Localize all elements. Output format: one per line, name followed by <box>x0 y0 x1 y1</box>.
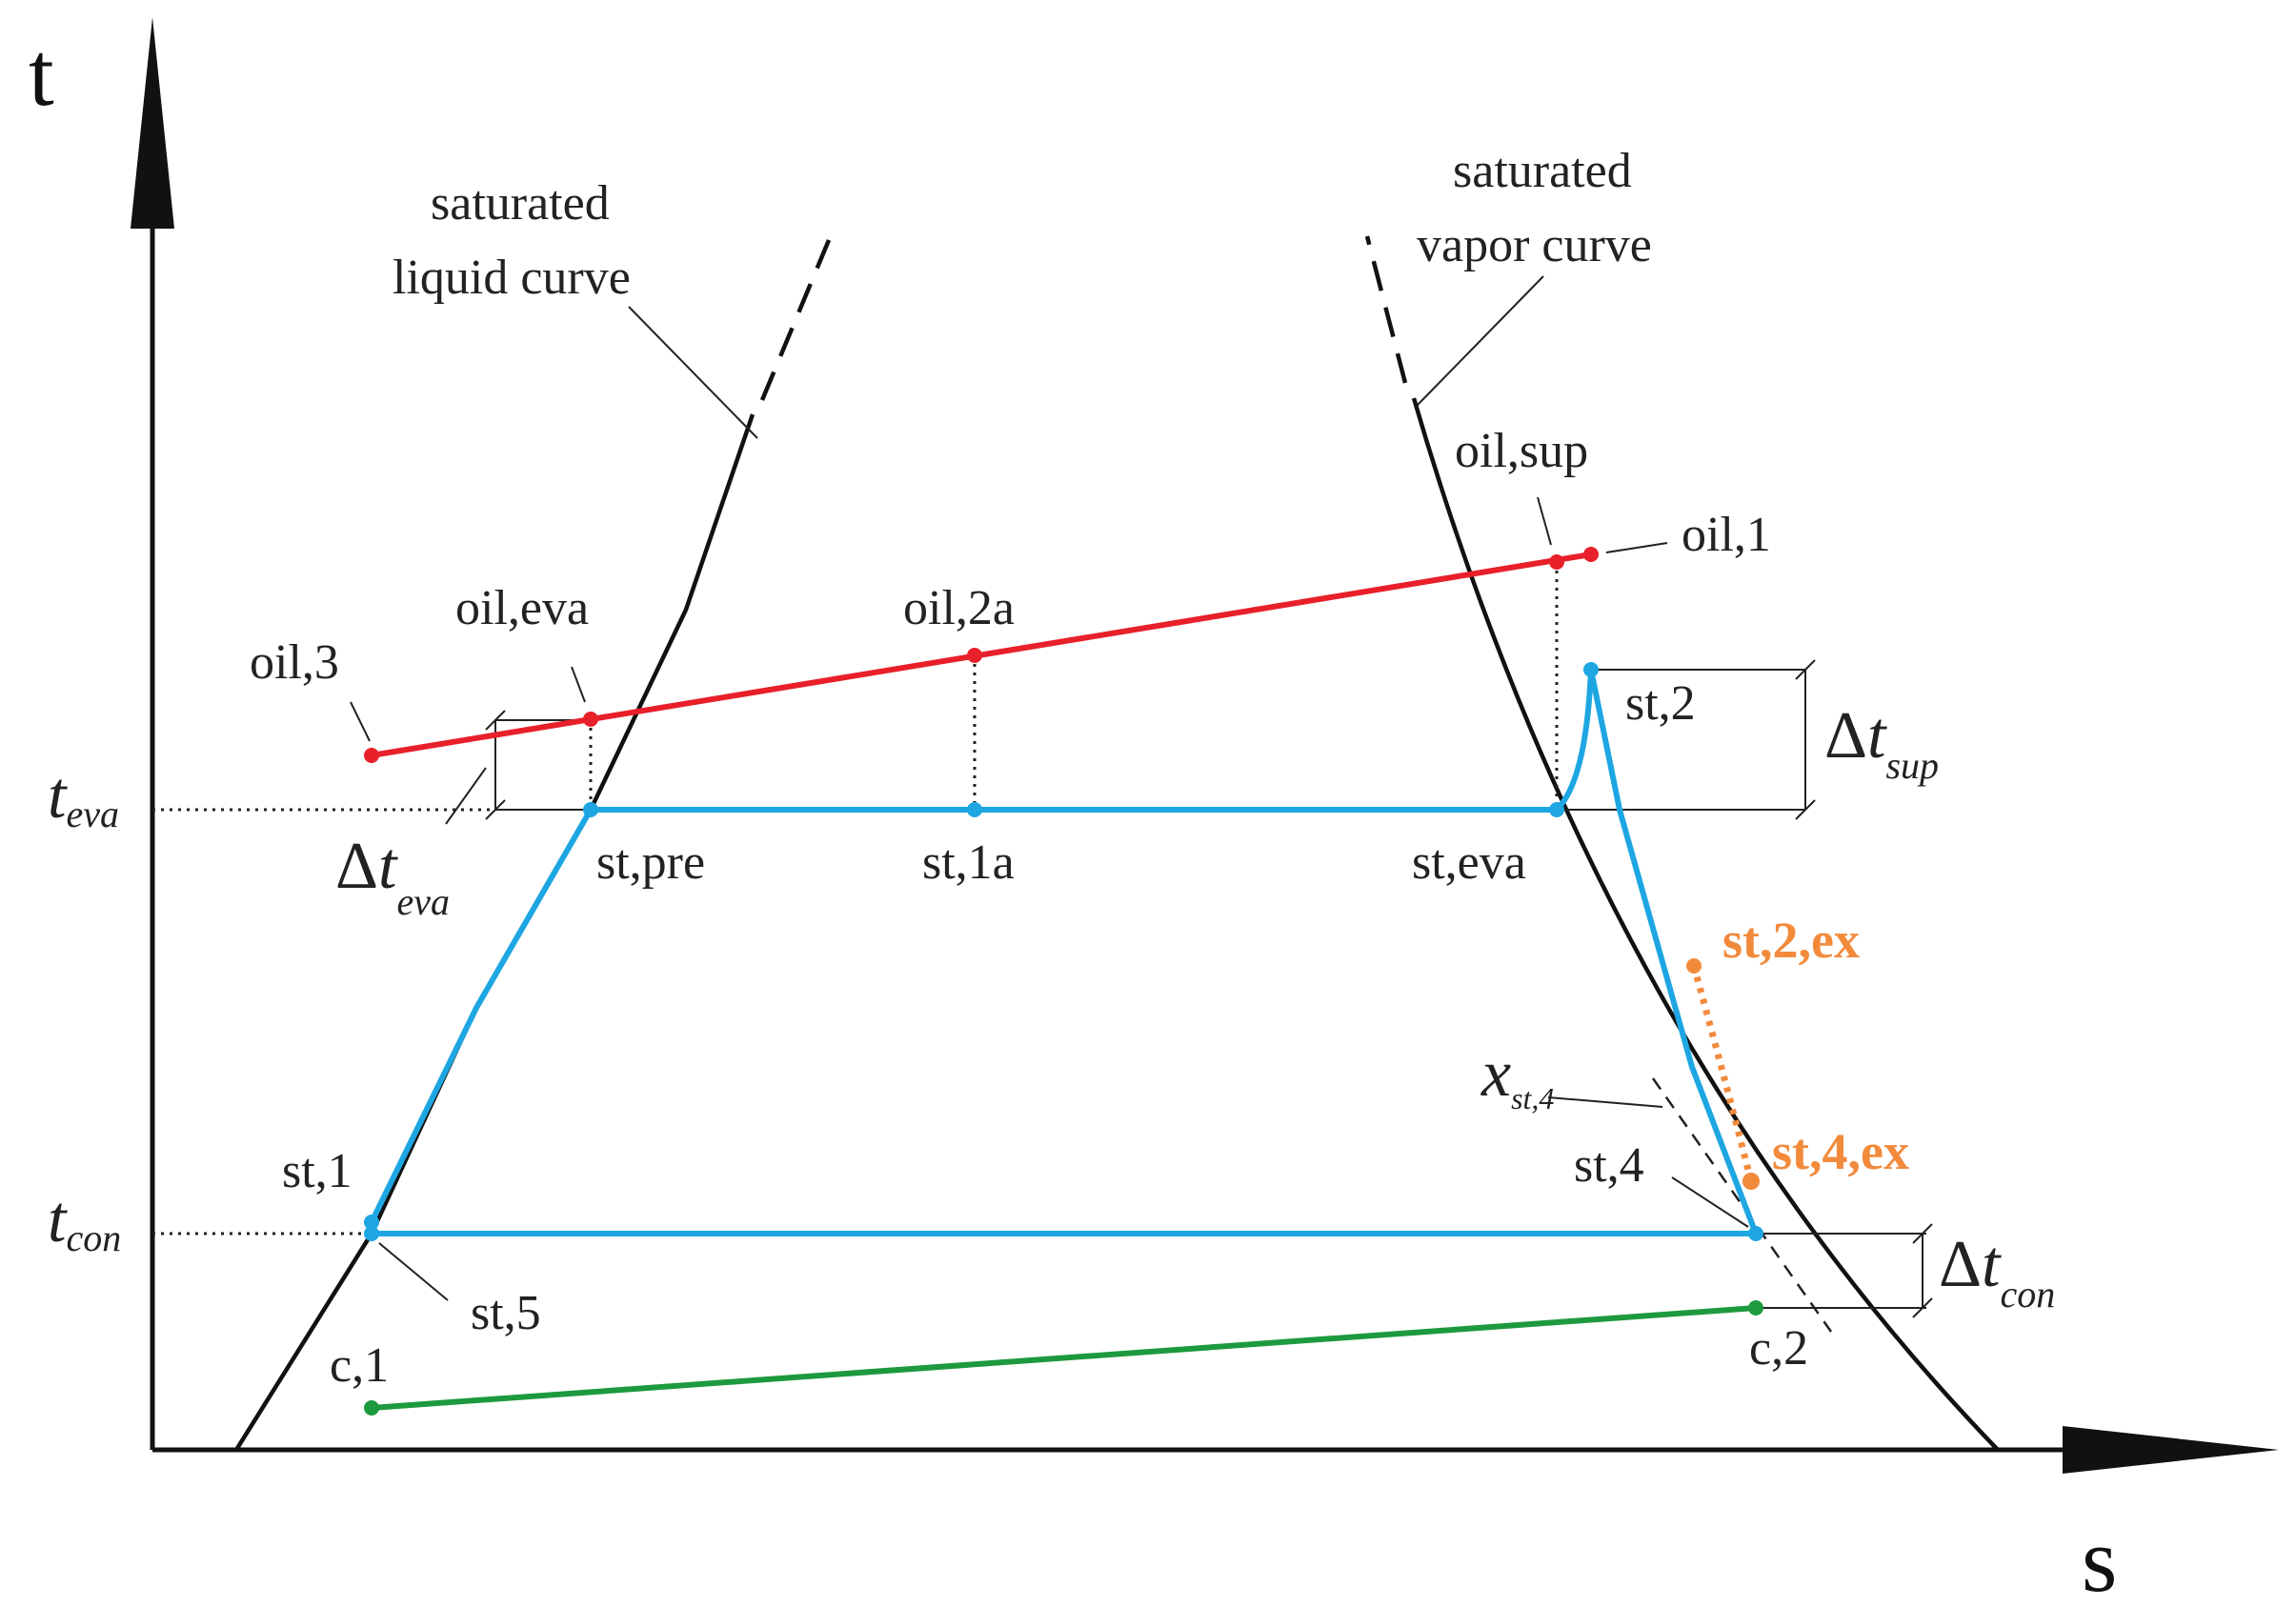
oil-eva-leader <box>571 666 586 703</box>
point-st-2 <box>1583 662 1599 677</box>
point-st-1 <box>364 1215 379 1230</box>
x-st4-sub: st,4 <box>1511 1081 1554 1115</box>
state-points <box>364 547 1763 1416</box>
vapor-curve-label-2: vapor curve <box>1417 218 1652 272</box>
dt-eva-symbol: Δteva <box>335 830 450 923</box>
t-con-symbol: tcon <box>48 1183 121 1259</box>
steam-preheat-line <box>369 808 594 1224</box>
guide-lines <box>152 562 1559 1235</box>
dt-eva-t: t <box>378 830 398 903</box>
label-st-1: st,1 <box>282 1144 352 1198</box>
point-st-4 <box>1748 1226 1763 1241</box>
point-c-1 <box>364 1400 379 1416</box>
label-leaders <box>350 496 1749 1301</box>
dt-con-tick-bottom <box>1912 1297 1933 1318</box>
point-oil-sup <box>1549 554 1564 570</box>
point-st-pre <box>583 802 598 817</box>
point-oil-3 <box>364 748 379 763</box>
dt-sup-sub: sup <box>1885 744 1939 787</box>
x-axis-arrowhead <box>2063 1426 2279 1474</box>
dt-eva-bracket-tick-bottom <box>485 799 506 820</box>
label-st-2-ex: st,2,ex <box>1722 912 1860 969</box>
saturated-vapor-curve-dashed <box>1364 235 1408 384</box>
saturated-vapor-curve <box>1411 397 2000 1452</box>
t-eva-sub: eva <box>66 793 119 835</box>
dt-con-sub: con <box>2000 1273 2055 1316</box>
oil-3-leader <box>350 701 371 742</box>
t-eva-symbol: teva <box>48 759 119 835</box>
saturated-liquid-curve-dashed <box>759 228 836 401</box>
dt-sup-tick-bottom <box>1795 799 1816 820</box>
symbol-labels: teva tcon Δteva Δtsup Δtcon xst,4 <box>48 699 2055 1316</box>
label-oil-3: oil,3 <box>250 635 339 690</box>
dt-con-t: t <box>1982 1228 2002 1301</box>
dt-eva-bracket-tick-top <box>485 710 506 731</box>
vapor-curve-leader <box>1417 275 1544 406</box>
dt-sup-t: t <box>1867 699 1887 773</box>
dt-eva-sub: eva <box>396 880 450 923</box>
label-st-pre: st,pre <box>596 835 705 890</box>
dt-sup-delta: Δ <box>1824 699 1867 773</box>
x-st4-dash-line <box>1651 1077 1833 1333</box>
dt-con-symbol: Δtcon <box>1939 1228 2055 1316</box>
coolant-line <box>371 1305 1757 1411</box>
label-st-eva: st,eva <box>1412 835 1526 890</box>
label-oil-sup: oil,sup <box>1455 424 1588 478</box>
oil-sup-leader <box>1537 496 1552 546</box>
steam-superheat-line <box>1554 669 1594 813</box>
point-st-5 <box>364 1226 379 1241</box>
label-c-2: c,2 <box>1749 1321 1808 1376</box>
liquid-curve-label-2: liquid curve <box>393 251 631 305</box>
st-5-leader <box>378 1242 449 1301</box>
t-con-sub: con <box>66 1216 121 1259</box>
label-st-2: st,2 <box>1625 676 1696 731</box>
point-c-2 <box>1748 1300 1763 1316</box>
point-oil-1 <box>1583 547 1599 562</box>
liquid-curve-leader <box>628 306 758 439</box>
label-st-4-ex: st,4,ex <box>1772 1123 1909 1180</box>
y-axis-arrowhead <box>131 17 174 229</box>
label-oil-1: oil,1 <box>1682 508 1771 562</box>
point-oil-2a <box>967 648 982 663</box>
axes: t s <box>29 17 2279 1607</box>
label-st-4: st,4 <box>1574 1138 1644 1193</box>
point-labels: oil,3 oil,eva oil,2a oil,sup oil,1 st,2 … <box>250 424 1909 1393</box>
liquid-curve-label-1: saturated <box>431 176 610 231</box>
dt-eva-delta: Δ <box>335 830 378 903</box>
dt-sup-tick-top <box>1795 659 1816 680</box>
point-st-eva <box>1549 802 1564 817</box>
point-st-4-ex <box>1742 1173 1760 1190</box>
x-st4-main: x <box>1480 1037 1511 1111</box>
dt-sup-symbol: Δtsup <box>1824 699 1939 787</box>
x-st4-leader <box>1547 1096 1663 1108</box>
saturation-curves: saturated liquid curve saturated vapor c… <box>234 144 2000 1452</box>
expansion-ex-line <box>1690 965 1755 1182</box>
point-st-1a <box>967 802 982 817</box>
label-oil-eva: oil,eva <box>455 581 589 635</box>
dt-con-delta: Δ <box>1939 1228 1982 1301</box>
x-axis-label: s <box>2082 1509 2117 1607</box>
dt-eva-bracket <box>494 719 591 811</box>
st-4-leader <box>1671 1176 1749 1228</box>
oil-1-leader <box>1605 542 1668 553</box>
label-st-5: st,5 <box>471 1286 541 1340</box>
steam-expansion-line <box>1588 669 1759 1235</box>
dt-con-tick-top <box>1912 1223 1933 1244</box>
point-st-2-ex <box>1686 958 1702 974</box>
t-con-main: t <box>48 1183 68 1256</box>
delta-brackets <box>445 659 1933 1333</box>
label-st-1a: st,1a <box>922 835 1015 890</box>
t-eva-main: t <box>48 759 68 833</box>
dt-eva-leader <box>445 767 487 825</box>
vapor-curve-label-1: saturated <box>1453 144 1632 198</box>
x-st4-symbol: xst,4 <box>1480 1037 1554 1115</box>
steam-cycle <box>369 669 1759 1236</box>
label-c-1: c,1 <box>330 1338 389 1393</box>
point-oil-eva <box>583 712 598 727</box>
y-axis-label: t <box>29 23 54 125</box>
label-oil-2a: oil,2a <box>903 581 1015 635</box>
